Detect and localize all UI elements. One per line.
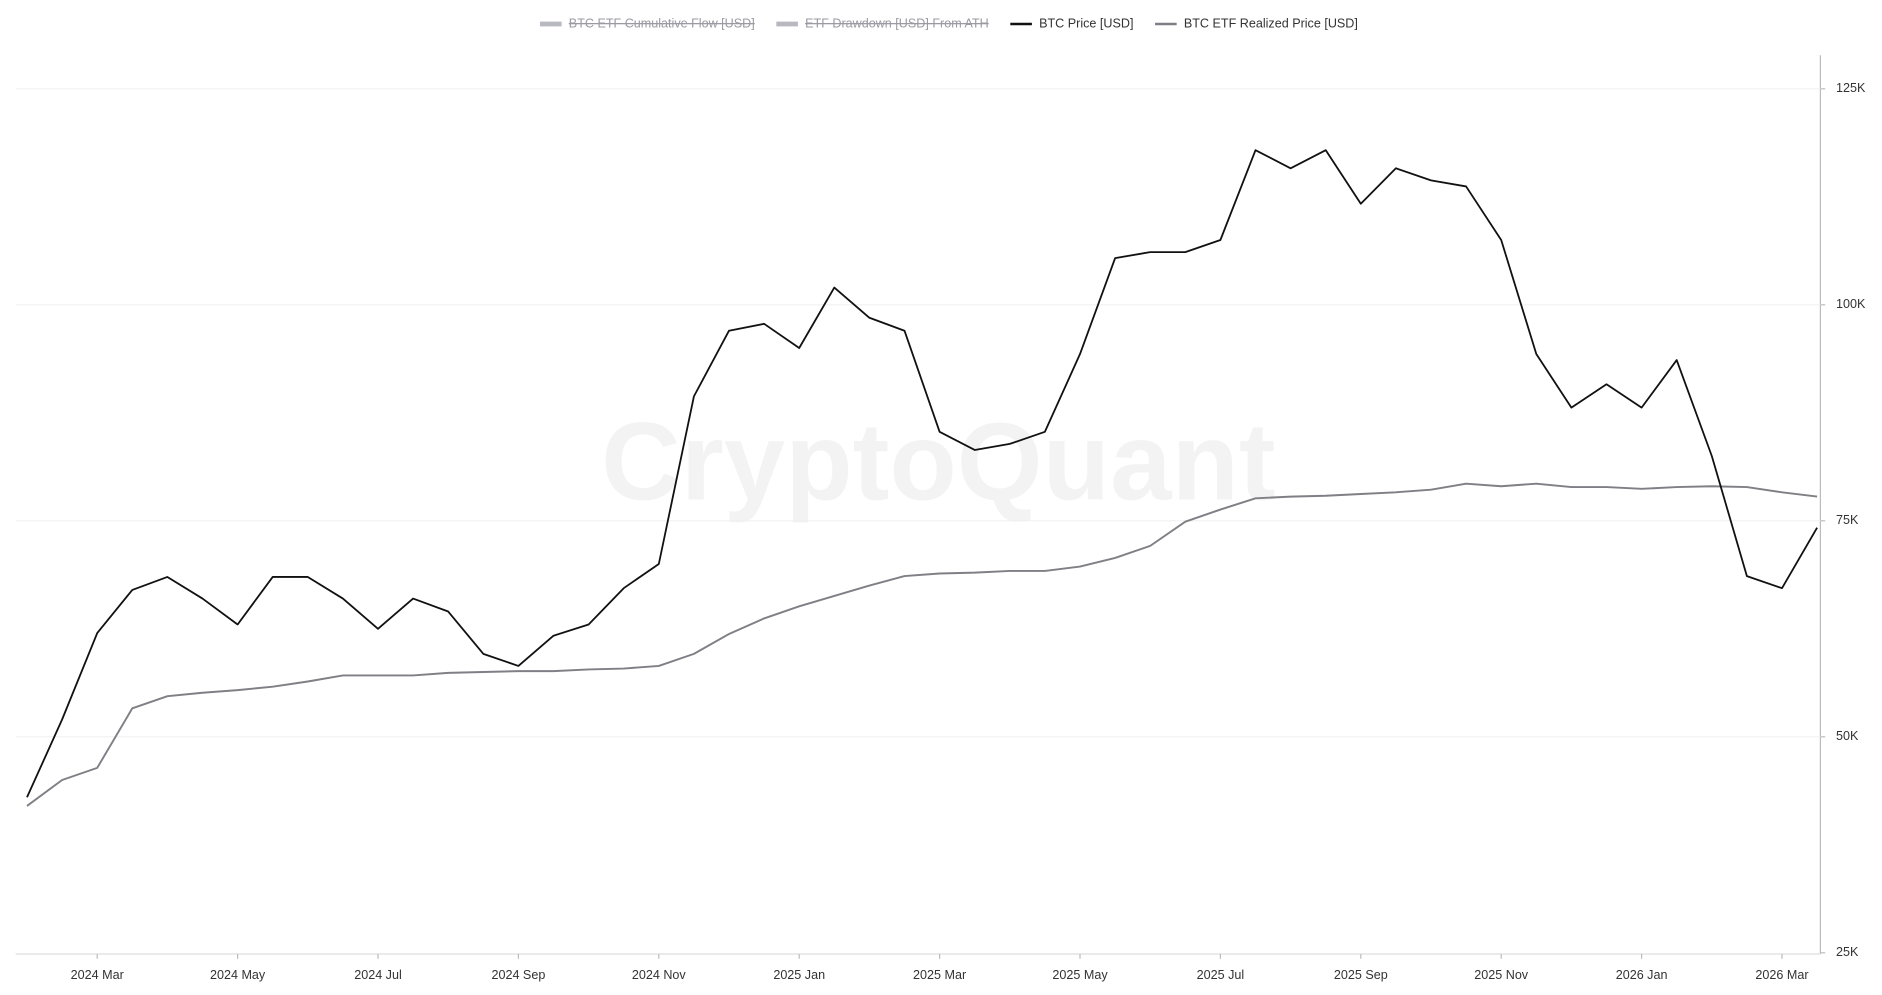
x-tick-label: 2025 Nov xyxy=(1474,968,1529,982)
line-series xyxy=(26,482,1818,807)
x-tick-label: 2024 May xyxy=(210,968,266,982)
line-series xyxy=(26,149,1818,798)
x-tick-label: 2024 Sep xyxy=(491,968,545,982)
x-tick-label: 2026 Jan xyxy=(1616,968,1668,982)
x-tick-label: 2025 Jan xyxy=(773,968,825,982)
x-tick-label: 2025 Mar xyxy=(913,968,966,982)
y-tick-label: 100K xyxy=(1836,297,1866,311)
y-tick-label: 75K xyxy=(1836,513,1859,527)
y-tick-label: 125K xyxy=(1836,81,1866,95)
legend-label[interactable]: BTC ETF Realized Price [USD] xyxy=(1184,16,1358,30)
legend-label[interactable]: ETF Drawdown [USD] From ATH xyxy=(805,16,989,30)
x-tick-label: 2024 Mar xyxy=(71,968,124,982)
x-tick-label: 2026 Mar xyxy=(1755,968,1808,982)
x-tick-label: 2025 Jul xyxy=(1197,968,1245,982)
legend-label[interactable]: BTC ETF Cumulative Flow [USD] xyxy=(569,16,755,30)
watermark: CryptoQuant xyxy=(601,401,1275,524)
y-tick-label: 50K xyxy=(1836,729,1859,743)
y-tick-label: 25K xyxy=(1836,945,1859,959)
x-tick-label: 2025 May xyxy=(1052,968,1108,982)
x-tick-label: 2024 Jul xyxy=(354,968,402,982)
x-tick-label: 2024 Nov xyxy=(632,968,687,982)
x-tick-label: 2025 Sep xyxy=(1334,968,1388,982)
legend-label[interactable]: BTC Price [USD] xyxy=(1039,16,1133,30)
